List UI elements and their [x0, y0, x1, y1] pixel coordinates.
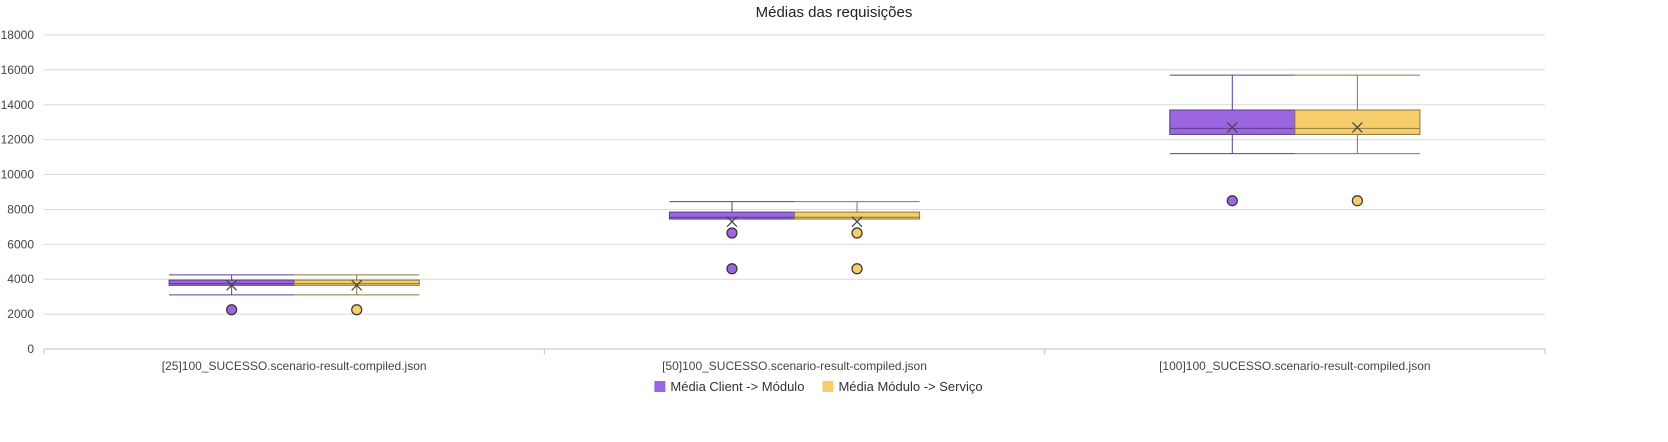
mean-marker [351, 279, 363, 291]
mean-marker [1226, 122, 1238, 133]
outlier-point [351, 304, 363, 316]
legend-swatch [822, 381, 834, 392]
mean-marker [851, 216, 863, 228]
y-tick-label: 14000 [1, 98, 35, 112]
y-tick-label: 6000 [7, 237, 34, 251]
outlier-point [726, 227, 738, 239]
y-tick-label: 18000 [1, 28, 35, 42]
legend-item[interactable]: Média Módulo -> Serviço [822, 379, 983, 394]
outlier-point [1226, 195, 1238, 207]
y-tick-label: 10000 [1, 168, 35, 182]
legend-item[interactable]: Média Client -> Módulo [654, 379, 804, 394]
box [1294, 109, 1421, 135]
y-tick-label: 8000 [7, 202, 34, 216]
x-tick-label: [25]100_SUCESSO.scenario-result-compiled… [162, 359, 427, 373]
axes: 0 2000 4000 6000 8000 10000 12000 14000 16000 180… [1, 28, 1546, 373]
chart-title: Médias das requisições [756, 4, 913, 21]
y-tick-label: 16000 [1, 63, 35, 77]
legend-label: Média Módulo -> Serviço [838, 379, 982, 394]
legend: Média Client -> Módulo Média Módulo -> Se… [654, 379, 983, 394]
outlier-point [1351, 195, 1363, 207]
legend-swatch [654, 381, 666, 392]
y-tick-label: 12000 [1, 133, 35, 147]
plot-area [168, 74, 1421, 316]
mean-marker [726, 216, 738, 228]
box [1169, 109, 1296, 135]
y-tick-label: 4000 [7, 272, 34, 286]
outlier-point [851, 263, 863, 275]
grid [44, 34, 1545, 350]
y-tick-label: 0 [27, 342, 34, 356]
legend-label: Média Client -> Módulo [670, 379, 804, 394]
mean-marker [226, 279, 238, 291]
mean-marker [1351, 122, 1363, 133]
box [668, 211, 796, 220]
x-tick-label: [50]100_SUCESSO.scenario-result-compiled… [662, 359, 927, 373]
x-tick-label: [100]100_SUCESSO.scenario-result-compile… [1159, 359, 1430, 373]
outlier-point [726, 263, 738, 275]
outlier-point [851, 227, 863, 239]
y-tick-label: 2000 [7, 307, 34, 321]
box [794, 211, 921, 220]
outlier-point [226, 304, 238, 316]
